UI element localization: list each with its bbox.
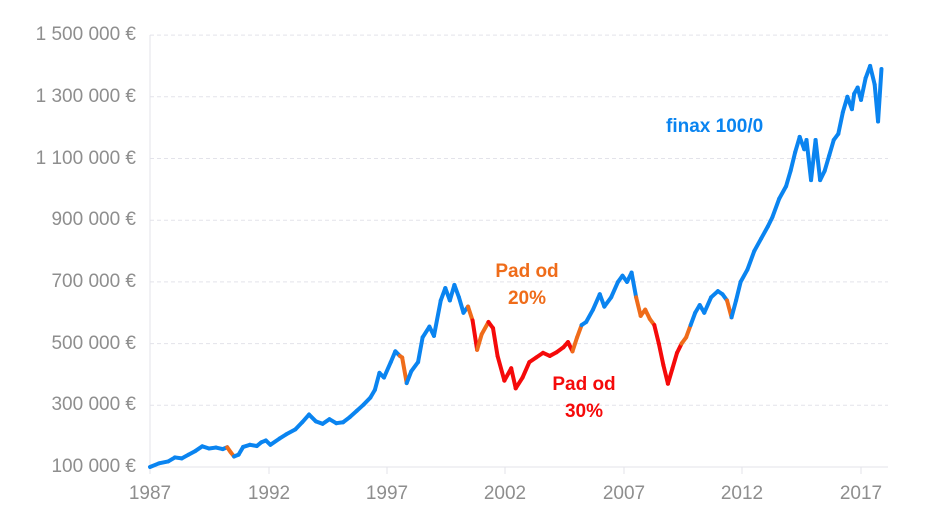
line-segment: [652, 323, 661, 346]
line-segment: [584, 307, 595, 325]
y-tick-label: 700 000 €: [51, 270, 136, 292]
line-segment: [859, 76, 868, 102]
y-tick-label: 500 000 €: [51, 332, 136, 354]
line-segment: [656, 341, 666, 368]
line-segment: [684, 323, 693, 340]
line-segment: [452, 282, 461, 300]
line-segment: [702, 295, 714, 315]
annotation-drop-20: Pad od 20%: [486, 258, 568, 312]
line-segment: [575, 323, 584, 340]
line-segment: [431, 298, 443, 338]
line-segment: [466, 304, 475, 323]
line-segment: [813, 137, 823, 183]
line-segment: [629, 270, 639, 300]
x-tick-label: 1992: [247, 483, 291, 504]
series-label-text: finax 100/0: [666, 116, 764, 137]
annotation-drop-20-line1: Pad od: [495, 261, 559, 282]
line-segment: [868, 63, 877, 87]
y-tick-label: 1 100 000 €: [35, 147, 136, 169]
line-segment: [777, 184, 789, 201]
line-segment: [416, 335, 425, 365]
line-segment: [836, 110, 845, 136]
line-segment: [381, 360, 393, 380]
line-segment: [372, 370, 382, 392]
line-segment: [665, 366, 675, 386]
x-tick-label: 1997: [365, 483, 409, 504]
line-segment: [609, 279, 620, 300]
y-tick-label: 900 000 €: [51, 209, 136, 231]
x-tick-label: 2007: [602, 483, 646, 504]
line-segment: [788, 150, 798, 173]
series-label-finax: finax 100/0: [666, 113, 763, 140]
line-segment: [520, 360, 532, 380]
annotation-drop-20-line2: 20%: [507, 288, 547, 309]
line-segment: [827, 137, 836, 158]
x-tick-label: 2002: [483, 483, 527, 504]
line-segment: [404, 369, 414, 386]
y-tick-label: 300 000 €: [51, 394, 136, 416]
x-tick-label: 2012: [720, 483, 764, 504]
line-segment: [752, 236, 764, 254]
x-tick-label: 1987: [128, 483, 172, 504]
line-segment: [479, 320, 491, 337]
line-segment: [784, 168, 793, 189]
line-segment: [670, 350, 680, 371]
line-segment: [738, 267, 750, 284]
line-segment: [634, 295, 643, 318]
grid-lines: [150, 34, 888, 406]
y-tick-label: 1 500 000 €: [35, 24, 136, 46]
line-segment: [770, 196, 782, 220]
line-segment: [475, 332, 484, 352]
line-segment: [822, 153, 832, 173]
y-tick-label: 100 000 €: [51, 456, 136, 477]
line-segment: [470, 318, 480, 352]
line-segment: [876, 67, 884, 124]
line-segment: [729, 298, 739, 320]
x-tick-label: 2017: [839, 483, 883, 504]
x-tick-marks: [149, 467, 862, 474]
annotation-drop-30: Pad od 30%: [543, 371, 625, 425]
line-segment: [456, 295, 466, 315]
line-segment: [509, 366, 518, 391]
line-segment: [495, 353, 507, 383]
line-segment: [400, 355, 409, 386]
series-line-finax-100-0: [148, 63, 884, 469]
line-segment: [491, 326, 500, 358]
annotation-drop-30-line2: 30%: [564, 401, 604, 422]
y-tick-label: 1 300 000 €: [35, 85, 136, 107]
line-segment: [759, 224, 770, 241]
line-segment: [570, 335, 580, 354]
line-segment: [513, 375, 525, 391]
annotation-drop-30-line1: Pad od: [552, 374, 616, 395]
line-segment: [734, 279, 743, 303]
line-segment: [688, 310, 698, 328]
line-segment: [849, 91, 857, 112]
line-segment: [745, 249, 757, 272]
